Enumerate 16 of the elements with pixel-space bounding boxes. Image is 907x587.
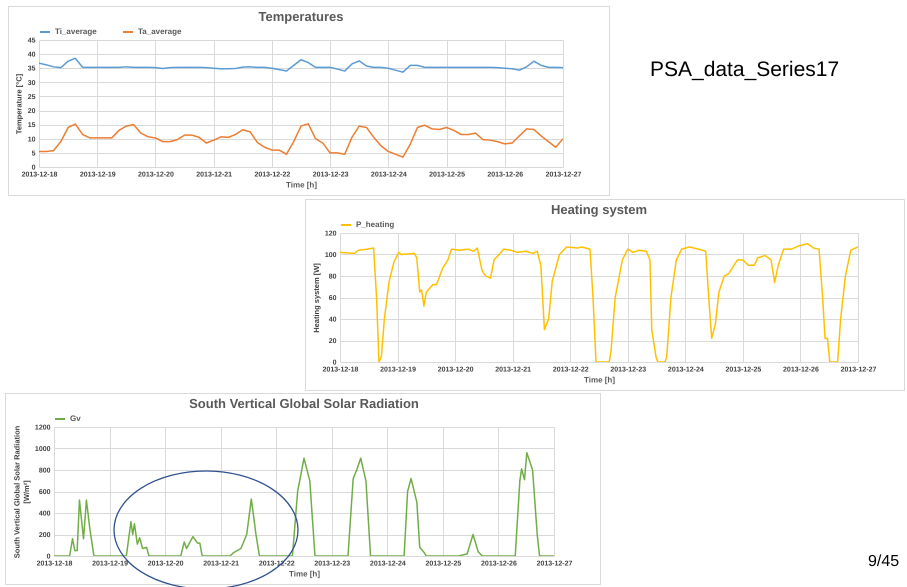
line-series bbox=[39, 58, 563, 73]
chart-title: Heating system bbox=[550, 202, 648, 217]
x-axis-title: Time [h] bbox=[286, 180, 318, 190]
line-series bbox=[340, 243, 858, 362]
legend-label: P_heating bbox=[356, 220, 394, 229]
chart-title: South Vertical Global Solar Radiation bbox=[189, 396, 419, 411]
text: PSA_data_Series17 bbox=[650, 58, 840, 82]
legend-label: Gv bbox=[70, 414, 82, 423]
x-axis-title: Time [h] bbox=[289, 570, 320, 578]
line-series bbox=[39, 123, 563, 158]
legend-label: Ta_average bbox=[138, 27, 182, 36]
chart-title: Temperatures bbox=[258, 9, 344, 24]
legend-label: Ti_average bbox=[55, 27, 98, 36]
line-series bbox=[54, 452, 554, 556]
x-axis-title: Time [h] bbox=[584, 376, 616, 384]
text: 9/45 bbox=[868, 553, 900, 571]
